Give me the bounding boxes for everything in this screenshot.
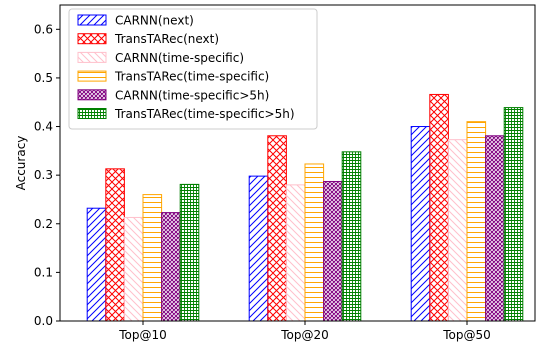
bar-transtarec-time-specific-5h--2: [503, 107, 524, 322]
bar-carnn-time-specific--2: [447, 139, 468, 322]
legend-label: CARNN(time-specific): [115, 51, 244, 65]
bar-carnn-time-specific-5h--2: [485, 135, 505, 322]
bars-layer: [86, 93, 524, 322]
bar-transtarec-next--0: [105, 168, 125, 322]
bar-transtarec-time-specific--0: [142, 194, 163, 322]
bar-transtarec-time-specific-5h--0: [179, 183, 200, 322]
y-axis-label: Accuracy: [14, 136, 28, 191]
x-tick-label: Top@50: [442, 328, 491, 342]
y-tick-label: 0.6: [34, 22, 53, 36]
legend: CARNN(next) TransTARec(next) CARNN(time-sp…: [68, 8, 318, 130]
y-tick-label: 0.3: [34, 168, 53, 182]
legend-swatch: [77, 33, 107, 45]
bar-transtarec-next--2: [429, 93, 449, 322]
legend-label: TransTARec(time-specific): [114, 70, 269, 84]
x-tick-label: Top@20: [280, 328, 329, 342]
bar-carnn-time-specific--0: [123, 216, 144, 322]
legend-label: CARNN(next): [115, 14, 194, 28]
bar-transtarec-time-specific-5h--1: [341, 151, 362, 322]
legend-swatch: [77, 108, 107, 119]
bar-carnn-time-specific-5h--1: [323, 180, 343, 322]
legend-label: CARNN(time-specific>5h): [115, 88, 269, 102]
legend-swatch: [77, 14, 107, 26]
y-tick-label: 0.4: [34, 120, 53, 134]
y-axis: 0.0 0.1 0.2 0.3 0.4 0.5 0.6: [34, 22, 60, 328]
bar-transtarec-time-specific--1: [304, 163, 325, 322]
bar-transtarec-next--1: [267, 135, 287, 322]
bar-carnn-next--0: [86, 207, 107, 322]
y-tick-label: 0.2: [34, 217, 53, 231]
plot-area-frame: [59, 4, 536, 322]
bar-carnn-time-specific--1: [285, 184, 306, 322]
legend-swatch: [77, 70, 107, 82]
legend-box: [68, 8, 318, 130]
y-tick-label: 0.1: [34, 265, 53, 279]
bar-carnn-next--1: [248, 175, 269, 322]
legend-swatch: [77, 51, 107, 63]
y-tick-label: 0.5: [34, 71, 53, 85]
legend-swatch: [77, 89, 107, 101]
legend-label: TransTARec(next): [114, 32, 219, 46]
x-tick-label: Top@10: [118, 328, 167, 342]
bar-transtarec-time-specific--2: [466, 121, 487, 322]
bar-carnn-time-specific-5h--0: [161, 212, 181, 322]
legend-label: TransTARec(time-specific>5h): [114, 107, 295, 121]
x-axis: Top@10 Top@20 Top@50: [118, 321, 491, 342]
y-tick-label: 0.0: [34, 314, 53, 328]
bar-carnn-next--2: [410, 126, 431, 322]
